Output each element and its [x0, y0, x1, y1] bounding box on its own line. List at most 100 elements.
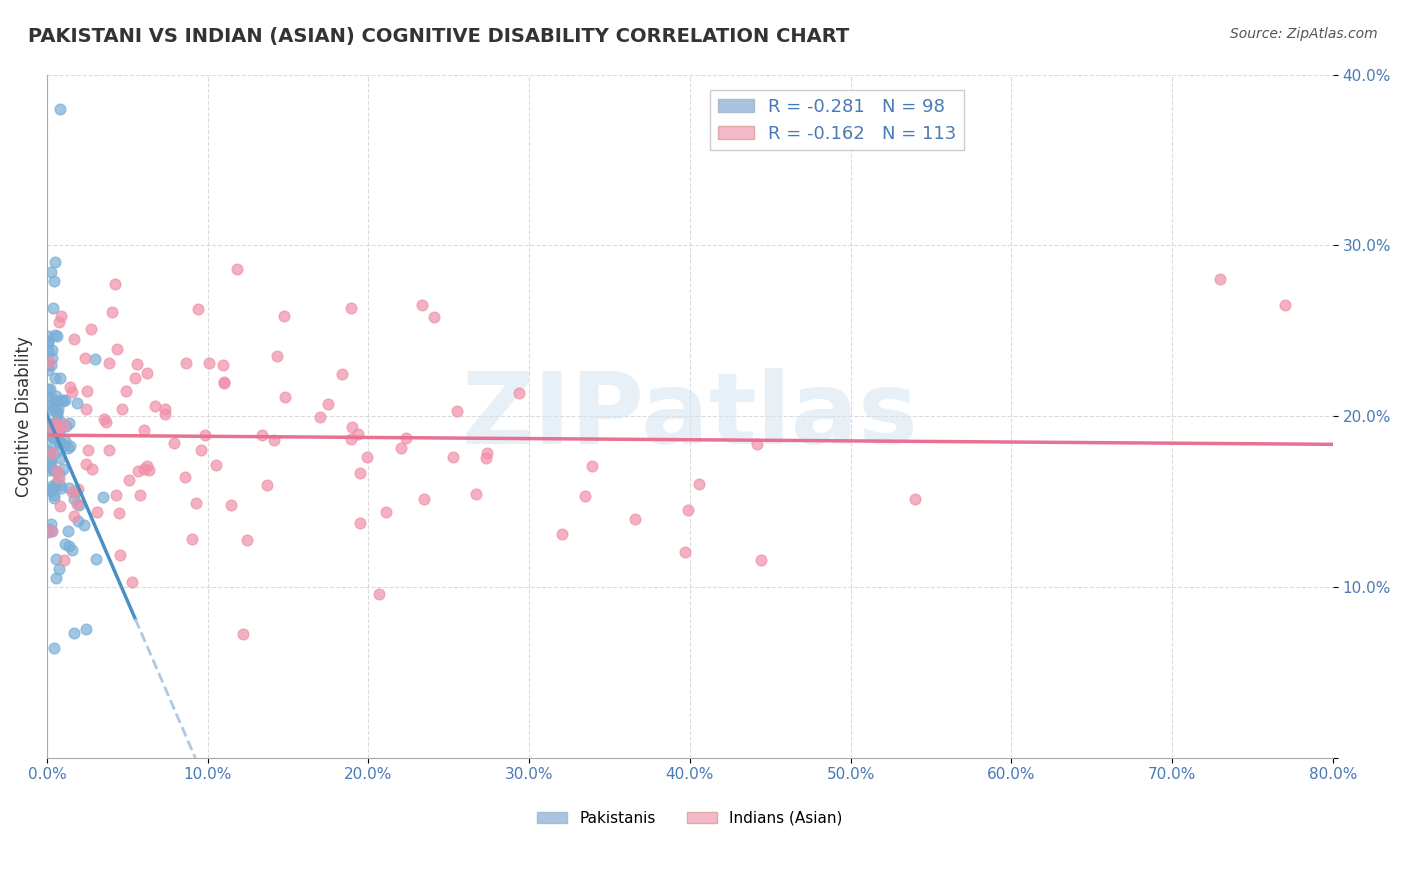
Indians (Asian): [110, 401, 132, 416]
Pakistanis: [46, 405, 69, 419]
Pakistanis: [53, 434, 76, 448]
Pakistanis: [41, 430, 63, 444]
Indians (Asian): [134, 462, 156, 476]
Indians (Asian): [676, 503, 699, 517]
Text: ZIPatlas: ZIPatlas: [461, 368, 918, 465]
Pakistanis: [46, 393, 69, 408]
Pakistanis: [45, 389, 67, 403]
Indians (Asian): [184, 496, 207, 510]
Indians (Asian): [121, 575, 143, 590]
Indians (Asian): [41, 446, 63, 460]
Indians (Asian): [176, 356, 198, 370]
Pakistanis: [45, 444, 67, 458]
Indians (Asian): [581, 459, 603, 474]
Indians (Asian): [39, 524, 62, 538]
Pakistanis: [37, 358, 59, 372]
Pakistanis: [41, 398, 63, 412]
Indians (Asian): [52, 553, 75, 567]
Indians (Asian): [49, 309, 72, 323]
Indians (Asian): [624, 512, 647, 526]
Indians (Asian): [163, 436, 186, 450]
Pakistanis: [41, 351, 63, 365]
Indians (Asian): [250, 428, 273, 442]
Indians (Asian): [97, 443, 120, 458]
Pakistanis: [38, 483, 60, 497]
Pakistanis: [37, 363, 59, 377]
Pakistanis: [63, 485, 86, 500]
Indians (Asian): [441, 450, 464, 464]
Indians (Asian): [212, 375, 235, 389]
Pakistanis: [51, 481, 73, 495]
Pakistanis: [49, 371, 72, 385]
Indians (Asian): [174, 470, 197, 484]
Indians (Asian): [194, 428, 217, 442]
Pakistanis: [73, 518, 96, 533]
Indians (Asian): [551, 527, 574, 541]
Pakistanis: [93, 491, 115, 505]
Pakistanis: [48, 435, 70, 450]
Indians (Asian): [66, 497, 89, 511]
Indians (Asian): [46, 423, 69, 437]
Pakistanis: [46, 402, 69, 417]
Indians (Asian): [181, 532, 204, 546]
Pakistanis: [48, 562, 70, 576]
Pakistanis: [42, 439, 65, 453]
Indians (Asian): [136, 458, 159, 473]
Indians (Asian): [45, 422, 67, 436]
Indians (Asian): [356, 450, 378, 465]
Indians (Asian): [62, 509, 84, 524]
Pakistanis: [44, 328, 66, 343]
Pakistanis: [44, 370, 66, 384]
Pakistanis: [55, 419, 77, 434]
Indians (Asian): [105, 342, 128, 356]
Pakistanis: [51, 393, 73, 408]
Pakistanis: [66, 396, 89, 410]
Pakistanis: [52, 393, 75, 408]
Pakistanis: [75, 623, 97, 637]
Pakistanis: [37, 334, 59, 348]
Indians (Asian): [198, 356, 221, 370]
Indians (Asian): [256, 477, 278, 491]
Indians (Asian): [477, 446, 499, 460]
Indians (Asian): [751, 553, 773, 567]
Pakistanis: [37, 335, 59, 350]
Pakistanis: [37, 329, 59, 343]
Indians (Asian): [226, 261, 249, 276]
Pakistanis: [52, 462, 75, 476]
Pakistanis: [41, 517, 63, 532]
Pakistanis: [48, 102, 70, 116]
Pakistanis: [39, 450, 62, 464]
Pakistanis: [55, 537, 77, 551]
Pakistanis: [37, 343, 59, 358]
Indians (Asian): [48, 471, 70, 485]
Indians (Asian): [574, 489, 596, 503]
Indians (Asian): [1209, 272, 1232, 286]
Indians (Asian): [389, 441, 412, 455]
Text: Source: ZipAtlas.com: Source: ZipAtlas.com: [1230, 27, 1378, 41]
Pakistanis: [37, 382, 59, 396]
Pakistanis: [39, 458, 62, 473]
Pakistanis: [41, 482, 63, 496]
Indians (Asian): [143, 399, 166, 413]
Indians (Asian): [349, 467, 371, 481]
Indians (Asian): [219, 498, 242, 512]
Indians (Asian): [236, 533, 259, 547]
Indians (Asian): [316, 397, 339, 411]
Pakistanis: [66, 514, 89, 528]
Indians (Asian): [138, 463, 160, 477]
Pakistanis: [44, 255, 66, 269]
Indians (Asian): [77, 443, 100, 458]
Indians (Asian): [44, 416, 66, 430]
Indians (Asian): [153, 407, 176, 421]
Indians (Asian): [59, 380, 82, 394]
Pakistanis: [63, 491, 86, 506]
Indians (Asian): [60, 484, 83, 499]
Pakistanis: [46, 329, 69, 343]
Indians (Asian): [127, 464, 149, 478]
Indians (Asian): [274, 390, 297, 404]
Indians (Asian): [508, 386, 530, 401]
Indians (Asian): [66, 482, 89, 496]
Pakistanis: [49, 450, 72, 465]
Pakistanis: [53, 438, 76, 452]
Y-axis label: Cognitive Disability: Cognitive Disability: [15, 335, 32, 497]
